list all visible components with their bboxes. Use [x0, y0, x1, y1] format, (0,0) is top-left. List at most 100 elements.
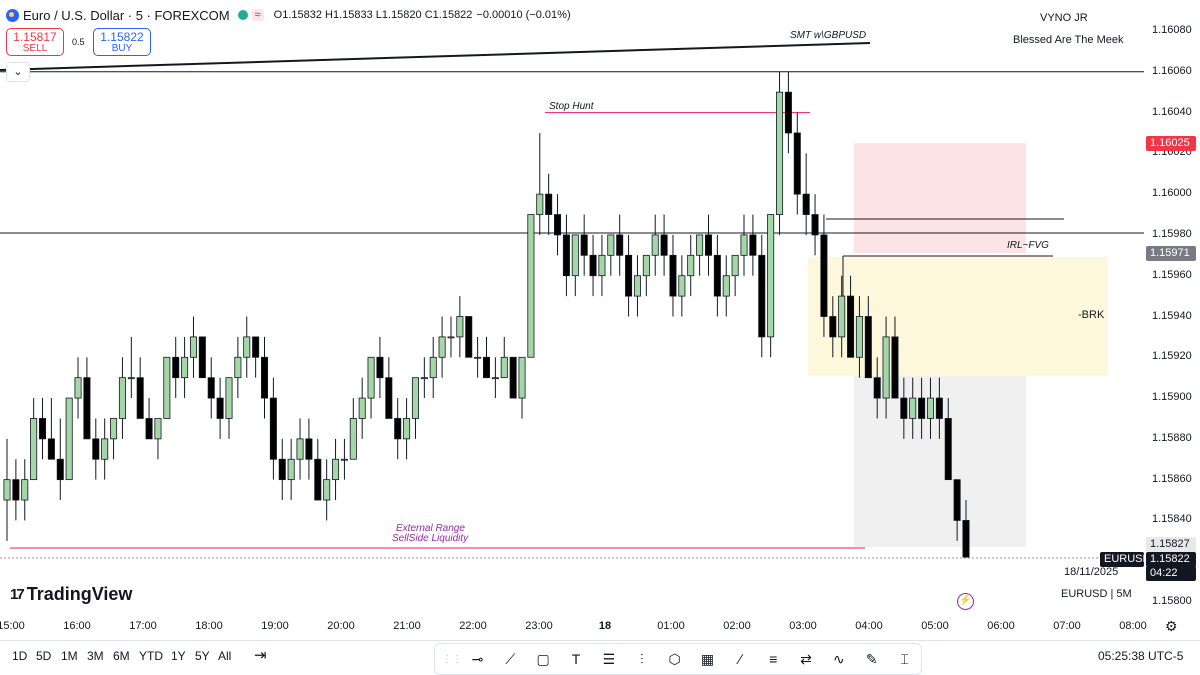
range-button-5d[interactable]: 5D: [36, 649, 52, 663]
watermark-subtitle: Blessed Are The Meek: [1013, 34, 1124, 46]
chart-date: 18/11/2025: [1064, 566, 1119, 578]
price-axis[interactable]: [1144, 0, 1200, 610]
range-button-ytd[interactable]: YTD: [139, 649, 163, 663]
ohlc-values: O1.15832 H1.15833 L1.15820 C1.15822: [273, 9, 473, 21]
time-tick-label: 08:00: [1119, 620, 1147, 632]
candle-body: [30, 418, 38, 481]
candle-body: [625, 254, 633, 297]
settings-gear-icon[interactable]: ⚙: [1165, 618, 1178, 634]
candle-body: [3, 479, 11, 501]
candle-body: [181, 356, 189, 379]
candle-body: [39, 418, 47, 440]
price-tick-label: 1.16000: [1152, 187, 1192, 200]
curve-icon[interactable]: ∿: [833, 650, 845, 667]
eurusd-flag-icon: [6, 8, 19, 22]
range-button-1d[interactable]: 1D: [12, 649, 28, 663]
candle-body: [651, 234, 659, 256]
candle-body: [474, 356, 482, 359]
price-tick-label: 1.15860: [1152, 472, 1192, 485]
candle-body: [278, 458, 286, 481]
annotation-irl-fvg[interactable]: IRL~FVG: [1007, 240, 1049, 251]
candle-body: [269, 397, 277, 460]
time-tick-label: 23:00: [525, 620, 553, 632]
buy-button[interactable]: 1.15822 BUY: [93, 28, 151, 56]
candle-body: [571, 234, 579, 277]
candle-body: [731, 254, 739, 277]
wave-icon[interactable]: ≈: [251, 9, 264, 21]
drawing-toolbar: ⋮⋮ ⊸ ⟋ ▢ T ☰ ⫶ ⬡ ▦ ∕ ≡ ⇄ ∿ ✎ ⌶: [434, 643, 922, 675]
vertical-line-icon[interactable]: ⫶: [639, 650, 644, 667]
candle-body: [447, 336, 455, 339]
candle-body: [56, 458, 64, 481]
pattern-icon[interactable]: ⬡: [668, 650, 681, 667]
smt-divergence-line: [0, 42, 871, 71]
price-tag-irl: 1.15971: [1146, 246, 1196, 261]
candle-body: [110, 418, 118, 440]
candle-body: [669, 254, 677, 297]
range-button-6m[interactable]: 6M: [113, 649, 130, 663]
rectangle-icon[interactable]: ▢: [536, 650, 550, 667]
measure-icon[interactable]: ⌶: [900, 650, 909, 667]
range-button-1y[interactable]: 1Y: [171, 649, 186, 663]
candle-body: [234, 356, 242, 379]
candle-body: [349, 418, 357, 460]
tradingview-logo[interactable]: 17 TradingView: [10, 584, 132, 605]
candle-body: [243, 336, 251, 358]
candle-body: [776, 91, 784, 215]
price-tick-label: 1.15880: [1152, 431, 1192, 444]
candle-body: [642, 254, 650, 277]
ray-icon[interactable]: ∕: [739, 651, 742, 667]
candle-body: [891, 336, 899, 399]
countdown-tag: 04:22: [1146, 566, 1196, 581]
time-tick-label: 01:00: [657, 620, 685, 632]
candle-body: [207, 377, 215, 399]
candle-body: [829, 316, 837, 338]
lightning-icon[interactable]: ⚡: [957, 593, 974, 610]
date-range-icon[interactable]: ⇥: [254, 647, 267, 664]
annotation-sellside-liquidity[interactable]: SellSide Liquidity: [392, 533, 469, 544]
candle-body: [491, 377, 499, 380]
utc-clock[interactable]: 05:25:38 UTC-5: [1098, 649, 1184, 663]
candle-body: [527, 214, 535, 358]
candle-body: [252, 336, 260, 358]
annotation-smt[interactable]: SMT w\GBPUSD: [790, 30, 867, 41]
drag-handle-icon[interactable]: ⋮⋮: [442, 653, 462, 665]
price-tick-label: 1.15800: [1152, 595, 1192, 607]
trend-line-icon[interactable]: ⟋: [505, 650, 516, 667]
annotation-stop-hunt[interactable]: Stop Hunt: [549, 101, 594, 112]
candle-body: [767, 214, 775, 338]
brush-icon[interactable]: ✎: [865, 650, 878, 667]
text-tool-icon[interactable]: T: [571, 651, 581, 667]
range-button-all[interactable]: All: [218, 649, 232, 663]
time-tick-label: 22:00: [459, 620, 487, 632]
time-tick-label: 07:00: [1053, 620, 1081, 632]
price-tag-stop: 1.16025: [1146, 136, 1196, 151]
annotation-external-range[interactable]: External Range: [396, 523, 465, 534]
range-button-5y[interactable]: 5Y: [195, 649, 210, 663]
candle-body: [900, 397, 908, 419]
candle-body: [403, 418, 411, 440]
range-button-1m[interactable]: 1M: [61, 649, 78, 663]
candle-body: [340, 458, 348, 461]
annotation-brk[interactable]: -BRK: [1078, 309, 1105, 321]
gann-box-icon[interactable]: ▦: [700, 650, 715, 667]
sell-button[interactable]: 1.15817 SELL: [6, 28, 64, 56]
time-axis[interactable]: [0, 612, 1144, 636]
fib-retracement-icon[interactable]: ☰: [602, 650, 616, 667]
symbol-tag: EURUSD: [1100, 552, 1150, 567]
candle-body: [411, 377, 419, 419]
candle-body: [47, 438, 55, 460]
collapse-chevron-icon[interactable]: ⌄: [6, 62, 30, 82]
range-button-3m[interactable]: 3M: [87, 649, 104, 663]
symbol-title[interactable]: Euro / U.S. Dollar · 5 · FOREXCOM: [23, 7, 230, 23]
horizontal-line-icon[interactable]: ⊸: [471, 650, 484, 667]
candle-body: [216, 397, 224, 419]
parallel-channel-icon[interactable]: ≡: [769, 651, 778, 667]
candle-body: [189, 336, 197, 358]
candle-body: [376, 356, 384, 379]
time-tick-label: 05:00: [921, 620, 949, 632]
long-position-icon[interactable]: ⇄: [800, 650, 812, 667]
candle-body: [536, 193, 544, 215]
market-status-icon: [237, 10, 248, 20]
